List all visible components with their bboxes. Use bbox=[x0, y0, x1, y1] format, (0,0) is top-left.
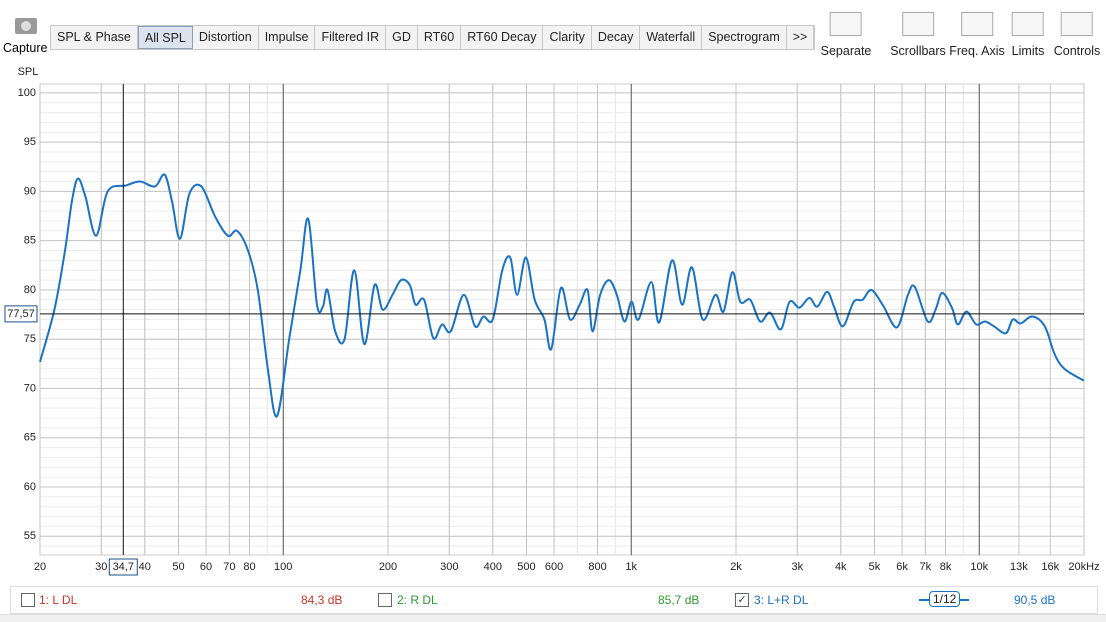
toolbar-button[interactable]: Separate bbox=[820, 12, 872, 58]
tab[interactable]: Filtered IR bbox=[315, 26, 387, 49]
cursor-y-label: 77,57 bbox=[7, 308, 35, 320]
y-tick-label: 65 bbox=[24, 432, 36, 444]
chart: SPL 55 60 65 70 75 80 85 90 95 100 20 30 40 50 60 70 80 10… bbox=[4, 66, 1100, 576]
cursor-y-box bbox=[4, 305, 38, 323]
x-tick-label: 5k bbox=[869, 561, 881, 573]
tab[interactable]: Distortion bbox=[193, 26, 259, 49]
y-tick-label: 55 bbox=[24, 530, 36, 542]
trace-name: 1: L DL bbox=[39, 593, 78, 607]
toolbar-button[interactable]: Freq. Axis bbox=[949, 12, 1005, 58]
x-tick-label: 2k bbox=[730, 561, 742, 573]
x-tick-label: 300 bbox=[440, 561, 458, 573]
trace-checkbox[interactable]: ✓ bbox=[735, 593, 749, 607]
x-tick-label: 400 bbox=[484, 561, 502, 573]
tab-bar: SPL & Phase All SPL Distortion Impulse Filte… bbox=[50, 25, 816, 50]
x-tick-label: 1k bbox=[625, 561, 637, 573]
x-tick-label: 10k bbox=[970, 561, 988, 573]
x-tick-label: 7k bbox=[920, 561, 932, 573]
toolbar-button[interactable]: Limits bbox=[1011, 12, 1045, 58]
x-tick-label: 80 bbox=[243, 561, 255, 573]
y-tick-label: 85 bbox=[24, 235, 36, 247]
x-tick-label: 100 bbox=[274, 561, 292, 573]
tab[interactable]: Spectrogram bbox=[702, 26, 787, 49]
button-label: Freq. Axis bbox=[949, 44, 1005, 58]
trace-bar: 1: L DL 84,3 dB 2: R DL 85,7 dB ✓ 3: L+R DL 1/… bbox=[10, 586, 1098, 614]
cursor-x-label: 34,7 bbox=[113, 561, 134, 573]
x-tick-label: 13k bbox=[1010, 561, 1028, 573]
button-icon bbox=[1060, 12, 1093, 36]
trace-name: 2: R DL bbox=[397, 593, 438, 607]
x-tick-label: 30 bbox=[95, 561, 107, 573]
x-tick-label: 800 bbox=[588, 561, 606, 573]
tab[interactable]: Waterfall bbox=[640, 26, 703, 49]
button-label: Scrollbars bbox=[890, 44, 946, 58]
x-tick-label: 60 bbox=[200, 561, 212, 573]
button-icon bbox=[829, 12, 862, 36]
tab[interactable]: Decay bbox=[592, 26, 641, 49]
toolbar-button[interactable]: Controls bbox=[1053, 12, 1101, 58]
camera-icon bbox=[15, 18, 38, 34]
trace-checkbox[interactable] bbox=[21, 593, 35, 607]
status-bar bbox=[0, 614, 1106, 622]
y-tick-label: 75 bbox=[24, 333, 36, 345]
x-tick-label: 50 bbox=[172, 561, 184, 573]
tab[interactable]: All SPL bbox=[137, 26, 193, 49]
y-axis-label: SPL bbox=[18, 66, 39, 78]
x-tick-label: 6k bbox=[896, 561, 908, 573]
tab[interactable]: RT60 Decay bbox=[461, 26, 544, 49]
x-tick-label: 20 bbox=[34, 561, 46, 573]
button-label: Controls bbox=[1053, 44, 1101, 58]
cursor-x-box bbox=[108, 558, 138, 576]
x-tick-label: 70 bbox=[223, 561, 235, 573]
x-tick-label: 8k bbox=[940, 561, 952, 573]
x-tick-label: 3k bbox=[791, 561, 803, 573]
tab[interactable]: Clarity bbox=[543, 26, 592, 49]
x-tick-label: 500 bbox=[517, 561, 535, 573]
tab[interactable]: RT60 bbox=[418, 26, 462, 49]
tab[interactable]: Impulse bbox=[259, 26, 316, 49]
button-icon bbox=[901, 12, 934, 36]
toolbar-button[interactable]: Scrollbars bbox=[890, 12, 946, 58]
capture-label: Capture bbox=[3, 41, 48, 55]
trace-name: 3: L+R DL bbox=[754, 593, 809, 607]
y-tick-label: 90 bbox=[24, 185, 36, 197]
smoothing[interactable]: 1/12 bbox=[929, 591, 961, 607]
y-tick-label: 95 bbox=[24, 136, 36, 148]
button-icon bbox=[1012, 12, 1044, 36]
x-tick-label: 4k bbox=[835, 561, 847, 573]
button-label: Separate bbox=[820, 44, 872, 58]
y-tick-label: 70 bbox=[24, 382, 36, 394]
tab[interactable]: SPL & Phase bbox=[51, 26, 138, 49]
button-label: Limits bbox=[1011, 44, 1045, 58]
y-tick-label: 100 bbox=[18, 87, 36, 99]
tab[interactable]: GD bbox=[386, 26, 418, 49]
trace-level: 84,3 dB bbox=[301, 593, 343, 607]
button-icon bbox=[960, 12, 993, 36]
trace-line bbox=[39, 173, 1085, 418]
trace-level: 90,5 dB bbox=[1014, 593, 1056, 607]
capture-button[interactable]: Capture bbox=[3, 14, 47, 55]
y-tick-label: 80 bbox=[24, 284, 36, 296]
trace-checkbox[interactable] bbox=[378, 593, 392, 607]
x-tick-label: 16k bbox=[1041, 561, 1059, 573]
x-tick-label: 600 bbox=[545, 561, 563, 573]
trace-level: 85,7 dB bbox=[658, 593, 700, 607]
x-tick-label: 200 bbox=[379, 561, 397, 573]
tab[interactable]: >> bbox=[787, 26, 815, 49]
y-tick-label: 60 bbox=[24, 481, 36, 493]
x-tick-label: 40 bbox=[139, 561, 151, 573]
x-tick-label: 20kHz bbox=[1068, 561, 1099, 573]
